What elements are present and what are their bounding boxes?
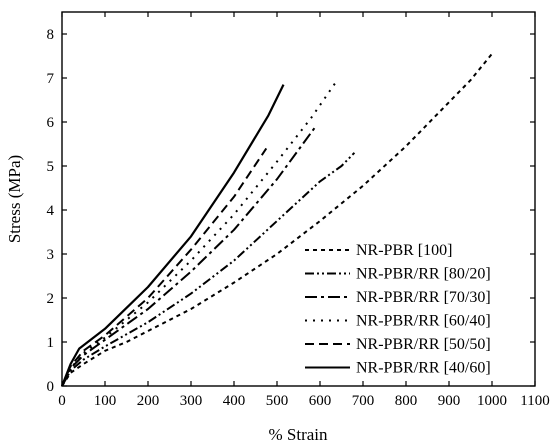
- plot-frame: [61, 11, 536, 387]
- x-tick-label: 1000: [477, 393, 507, 409]
- series-line: [61, 125, 317, 387]
- x-tick-label: 900: [438, 393, 461, 409]
- x-tick-label: 200: [137, 393, 160, 409]
- legend-label: NR-PBR/RR [70/30]: [356, 289, 491, 306]
- legend: NR-PBR [100] NR-PBR/RR [80/20] NR-PBR/RR […: [305, 242, 491, 377]
- legend-label: NR-PBR/RR [40/60]: [356, 360, 491, 377]
- series-line: [61, 53, 493, 387]
- y-tick-label: 8: [47, 27, 55, 43]
- y-tick-label: 4: [47, 203, 55, 219]
- y-tick-label: 6: [47, 115, 55, 131]
- series-line: [61, 147, 268, 387]
- x-tick-label: 500: [266, 393, 289, 409]
- x-tick-label: 400: [223, 393, 246, 409]
- x-tick-label: 1100: [520, 393, 549, 409]
- y-axis-title: Stress (MPa): [5, 155, 24, 243]
- x-tick-label: 0: [58, 393, 66, 409]
- y-tick-labels: 0 1 2 3 4 5 6 7 8: [47, 27, 55, 395]
- series-lines: [60, 53, 493, 387]
- legend-label: NR-PBR/RR [80/20]: [356, 266, 491, 283]
- series-line: [61, 152, 356, 387]
- y-tick-label: 3: [47, 247, 55, 263]
- y-tick-label: 7: [47, 71, 55, 87]
- x-tick-labels: 0 100 200 300 400 500 600 700 800 900 1000 1100: [58, 393, 549, 409]
- axis-ticks: [61, 12, 536, 387]
- x-tick-label: 600: [309, 393, 332, 409]
- series-line: [60, 84, 285, 387]
- x-tick-label: 700: [352, 393, 375, 409]
- x-axis-title: % Strain: [268, 425, 328, 444]
- x-tick-label: 300: [180, 393, 203, 409]
- y-tick-label: 2: [47, 291, 55, 307]
- x-tick-label: 800: [395, 393, 418, 409]
- x-tick-label: 100: [94, 393, 117, 409]
- y-tick-label: 0: [47, 379, 55, 395]
- y-tick-label: 1: [47, 335, 55, 351]
- legend-label: NR-PBR [100]: [356, 242, 452, 259]
- y-tick-label: 5: [47, 159, 55, 175]
- legend-label: NR-PBR/RR [60/40]: [356, 313, 491, 330]
- legend-label: NR-PBR/RR [50/50]: [356, 336, 491, 353]
